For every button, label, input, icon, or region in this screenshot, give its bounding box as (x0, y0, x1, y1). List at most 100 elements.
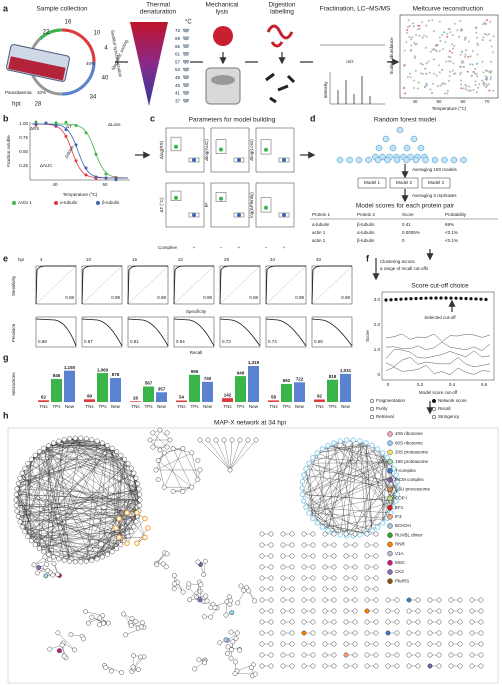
network-node (448, 663, 454, 669)
network-node (122, 456, 128, 462)
network-node (138, 654, 143, 660)
melt-dot (425, 62, 428, 65)
network-edge (126, 512, 146, 538)
network-node (406, 663, 412, 669)
network-node (478, 597, 484, 603)
category-label: TNs (269, 404, 278, 409)
legend-swatch (387, 431, 393, 437)
network-node (343, 564, 349, 570)
network-node (259, 553, 265, 559)
melt-dot (431, 91, 434, 94)
network-node (83, 559, 89, 564)
network-edge (16, 505, 21, 522)
melt-curve (32, 123, 128, 179)
network-node (252, 671, 258, 677)
tree-node (365, 156, 372, 164)
y-tick-label: 3.0 (374, 297, 381, 302)
network-edge (15, 438, 70, 501)
melt-dot (434, 44, 437, 47)
network-node (301, 498, 307, 504)
network-node (57, 648, 62, 654)
network-node (331, 440, 337, 446)
network-score (424, 296, 428, 300)
network-edge (69, 438, 132, 532)
temperature: 65 (175, 44, 181, 49)
value-label: 740 (204, 376, 212, 381)
network-node (245, 437, 251, 443)
melt-dot (403, 86, 406, 89)
network-node (259, 652, 265, 658)
network-node (352, 619, 358, 625)
melt-dot (441, 33, 444, 36)
network-edge (327, 445, 392, 464)
melt-dot (484, 75, 487, 78)
tree-node (450, 156, 458, 164)
bar (143, 386, 154, 402)
table-cell: actin 1 (312, 230, 326, 235)
melt-dot (489, 76, 492, 79)
table-cell: 0.41 (402, 222, 411, 227)
complex-tick: + (193, 245, 196, 250)
network-node (259, 630, 265, 636)
network-node (196, 657, 202, 663)
network-node (268, 630, 274, 636)
auc-label: 0.98 (295, 295, 304, 300)
pair-dot (237, 158, 241, 162)
auc-label: 0.87 (84, 339, 93, 344)
spectrum-peak (337, 76, 371, 104)
melt-dot (444, 82, 447, 85)
y-tick-label: 0.75 (19, 135, 28, 140)
panel-label: e (3, 253, 8, 263)
hpi-label: 40 (316, 257, 322, 262)
network-node (235, 600, 241, 606)
network-node (13, 497, 19, 503)
network-node (28, 456, 34, 462)
network-node (25, 534, 31, 539)
network-node (268, 641, 274, 647)
network-node (221, 437, 227, 443)
network-node (83, 609, 89, 614)
network-node (116, 515, 122, 522)
network-node (310, 586, 316, 592)
melt-dot (459, 83, 462, 86)
network-edge (33, 559, 50, 565)
network-edge (199, 439, 231, 471)
network-node (163, 564, 169, 570)
network-edge (69, 438, 113, 552)
melt-dot (469, 55, 472, 58)
panel-label: a (3, 3, 9, 13)
melt-dot (458, 65, 461, 68)
box-frame (165, 127, 205, 173)
network-score (434, 296, 438, 300)
network-edge (24, 442, 103, 532)
x-tick-label: 0.6 (481, 382, 488, 387)
network-edge (317, 445, 373, 454)
network-node (227, 601, 233, 607)
melt-dot (447, 60, 450, 63)
network-node (124, 540, 130, 546)
melt-dot (484, 82, 487, 85)
melt-dot (481, 39, 484, 42)
network-node (36, 449, 42, 454)
panel-label: h (3, 410, 9, 420)
melt-dot (488, 89, 491, 92)
melt-point (64, 134, 68, 138)
pair-dot (192, 213, 196, 217)
melt-dot (460, 61, 463, 64)
network-edge (327, 440, 347, 531)
network-node (89, 558, 95, 563)
model-label: Model 3 (428, 180, 445, 185)
network-edge (359, 440, 395, 469)
legend-label: T-complex (395, 468, 417, 473)
network-node (310, 663, 316, 669)
tube (182, 91, 190, 95)
network-node (109, 445, 115, 451)
network-node (114, 449, 120, 454)
melt-dot (472, 88, 475, 91)
protein-icon (266, 24, 294, 48)
melt-dot (492, 89, 495, 92)
x-tick-label: 0.2 (417, 382, 424, 387)
roc-diagonal (81, 265, 123, 305)
network-node (289, 663, 295, 669)
network-node (352, 586, 358, 592)
